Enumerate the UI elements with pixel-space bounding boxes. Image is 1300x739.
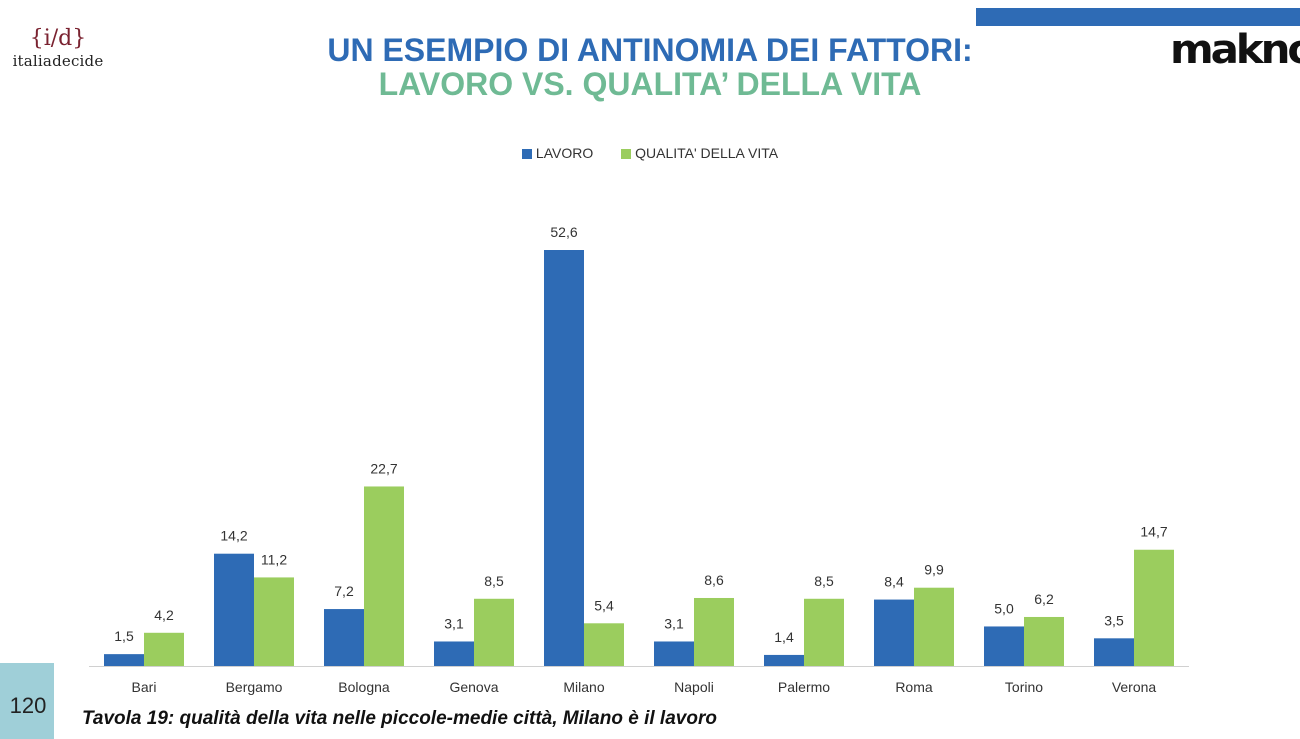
data-label-lavoro-bergamo: 14,2 [220,528,247,544]
top-accent-bar [976,8,1300,26]
tick-label-verona: Verona [1112,679,1157,695]
data-label-lavoro-palermo: 1,4 [774,629,794,645]
data-label-qualita-palermo: 8,5 [814,573,834,589]
italiadecide-logo: {i/d} italiadecide [8,26,108,70]
tick-label-roma: Roma [895,679,933,695]
page-number-box [0,663,54,739]
bar-lavoro-verona [1094,638,1134,666]
page-number: 120 [9,693,47,718]
legend-swatch-lavoro [521,149,532,160]
legend-item-lavoro: LAVORO [521,145,594,161]
data-label-lavoro-torino: 5,0 [994,600,1014,616]
tick-label-napoli: Napoli [674,679,714,695]
chart-legend: LAVORO QUALITA' DELLA VITA [0,145,1300,161]
data-label-lavoro-verona: 3,5 [1104,612,1124,628]
bar-qualita-roma [914,587,954,666]
bar-qualita-torino [1024,616,1064,666]
data-label-lavoro-bologna: 7,2 [334,583,354,599]
data-label-qualita-bergamo: 11,2 [261,551,287,567]
data-label-lavoro-genova: 3,1 [444,615,464,631]
bar-qualita-napoli [694,597,734,666]
legend-item-qualita: QUALITA' DELLA VITA [621,145,778,161]
data-label-qualita-napoli: 8,6 [704,572,724,588]
bar-qualita-milano [584,623,624,666]
data-label-qualita-verona: 14,7 [1140,524,1167,540]
makno-logo: makno [1170,27,1300,73]
data-label-qualita-torino: 6,2 [1034,591,1054,607]
legend-label-qualita: QUALITA' DELLA VITA [635,145,779,161]
data-label-lavoro-milano: 52,6 [550,224,577,240]
data-label-qualita-genova: 8,5 [484,573,504,589]
legend-label-lavoro: LAVORO [535,145,594,161]
bar-qualita-verona [1134,549,1174,666]
logo-mark: {i/d} [29,26,87,51]
bar-qualita-bergamo [254,577,294,666]
bar-lavoro-roma [874,599,914,666]
tick-label-bari: Bari [132,679,157,695]
data-label-qualita-roma: 9,9 [924,562,944,578]
bar-lavoro-bergamo [214,553,254,666]
tick-label-torino: Torino [1005,679,1043,695]
bar-lavoro-palermo [764,654,804,666]
data-label-qualita-milano: 5,4 [594,597,614,613]
bar-lavoro-napoli [654,641,694,666]
bar-lavoro-bari [104,654,144,666]
bar-lavoro-torino [984,626,1024,666]
bar-qualita-palermo [804,598,844,666]
bar-lavoro-bologna [324,609,364,666]
tick-label-bergamo: Bergamo [226,679,283,695]
tick-label-bologna: Bologna [338,679,390,695]
title-line-1: UN ESEMPIO DI ANTINOMIA DEI FATTORI: [327,32,973,68]
legend-swatch-qualita [621,149,632,160]
title-line-2: LAVORO VS. QUALITA’ DELLA VITA [378,66,922,102]
bar-qualita-bologna [364,486,404,666]
tick-label-palermo: Palermo [778,679,830,695]
bar-qualita-genova [474,598,514,666]
data-label-qualita-bologna: 22,7 [370,460,397,476]
data-label-qualita-bari: 4,2 [154,607,174,623]
tick-label-milano: Milano [563,679,604,695]
logo-word: italiadecide [12,52,104,70]
tick-label-genova: Genova [449,679,498,695]
bar-qualita-bari [144,632,184,666]
chart-caption: Tavola 19: qualità della vita nelle picc… [82,708,717,729]
data-label-lavoro-roma: 8,4 [884,574,904,590]
bar-lavoro-genova [434,641,474,666]
data-label-lavoro-bari: 1,5 [114,628,134,644]
bar-lavoro-milano [544,250,584,666]
data-label-lavoro-napoli: 3,1 [664,615,684,631]
